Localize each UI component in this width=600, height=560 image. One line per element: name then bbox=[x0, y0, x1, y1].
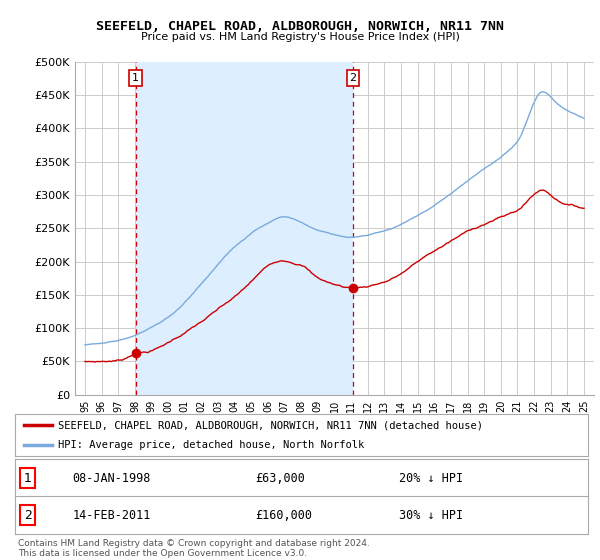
Text: SEEFELD, CHAPEL ROAD, ALDBOROUGH, NORWICH, NR11 7NN (detached house): SEEFELD, CHAPEL ROAD, ALDBOROUGH, NORWIC… bbox=[58, 421, 483, 430]
Text: 1: 1 bbox=[132, 73, 139, 83]
Text: £160,000: £160,000 bbox=[256, 508, 313, 522]
Text: £63,000: £63,000 bbox=[256, 472, 305, 485]
Text: SEEFELD, CHAPEL ROAD, ALDBOROUGH, NORWICH, NR11 7NN: SEEFELD, CHAPEL ROAD, ALDBOROUGH, NORWIC… bbox=[96, 20, 504, 32]
Text: 1: 1 bbox=[23, 472, 32, 485]
Text: 2: 2 bbox=[23, 508, 32, 522]
Text: 2: 2 bbox=[350, 73, 356, 83]
Text: 14-FEB-2011: 14-FEB-2011 bbox=[73, 508, 151, 522]
Text: 08-JAN-1998: 08-JAN-1998 bbox=[73, 472, 151, 485]
Text: Contains HM Land Registry data © Crown copyright and database right 2024.
This d: Contains HM Land Registry data © Crown c… bbox=[18, 539, 370, 558]
Text: HPI: Average price, detached house, North Norfolk: HPI: Average price, detached house, Nort… bbox=[58, 440, 364, 450]
Bar bbox=[136, 62, 353, 395]
Text: Price paid vs. HM Land Registry's House Price Index (HPI): Price paid vs. HM Land Registry's House … bbox=[140, 32, 460, 43]
Text: 30% ↓ HPI: 30% ↓ HPI bbox=[399, 508, 463, 522]
Text: 20% ↓ HPI: 20% ↓ HPI bbox=[399, 472, 463, 485]
